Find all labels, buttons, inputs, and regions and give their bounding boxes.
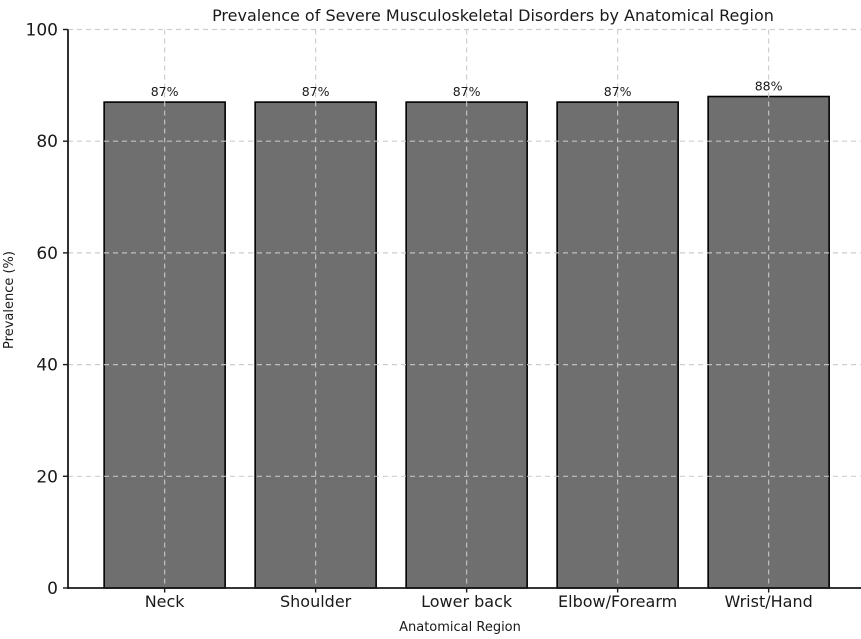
y-tick-label: 60 <box>36 244 58 264</box>
y-tick-label: 0 <box>47 579 58 599</box>
y-tick-label: 20 <box>36 467 58 487</box>
y-tick-label: 80 <box>36 132 58 152</box>
bar-wrist-hand <box>707 95 830 589</box>
bar-value-label: 87% <box>453 84 481 99</box>
x-tick-label-wrist-hand: Wrist/Hand <box>725 592 813 611</box>
y-axis-label: Prevalence (%) <box>2 251 17 349</box>
y-tick-label: 40 <box>36 356 58 376</box>
x-axis-label: Anatomical Region <box>399 620 521 635</box>
x-tick-label-elbow-forearm: Elbow/Forearm <box>558 592 677 611</box>
chart-title: Prevalence of Severe Musculoskeletal Dis… <box>212 6 774 25</box>
x-tick-label-neck: Neck <box>145 592 186 611</box>
bar-value-label: 88% <box>755 79 783 94</box>
y-tick-label: 100 <box>26 21 58 41</box>
x-tick-label-lower-back: Lower back <box>421 592 513 611</box>
bar-value-label: 87% <box>604 84 632 99</box>
bar-value-label: 87% <box>151 84 179 99</box>
x-tick-label-shoulder: Shoulder <box>280 592 352 611</box>
bar-value-label: 87% <box>302 84 330 99</box>
